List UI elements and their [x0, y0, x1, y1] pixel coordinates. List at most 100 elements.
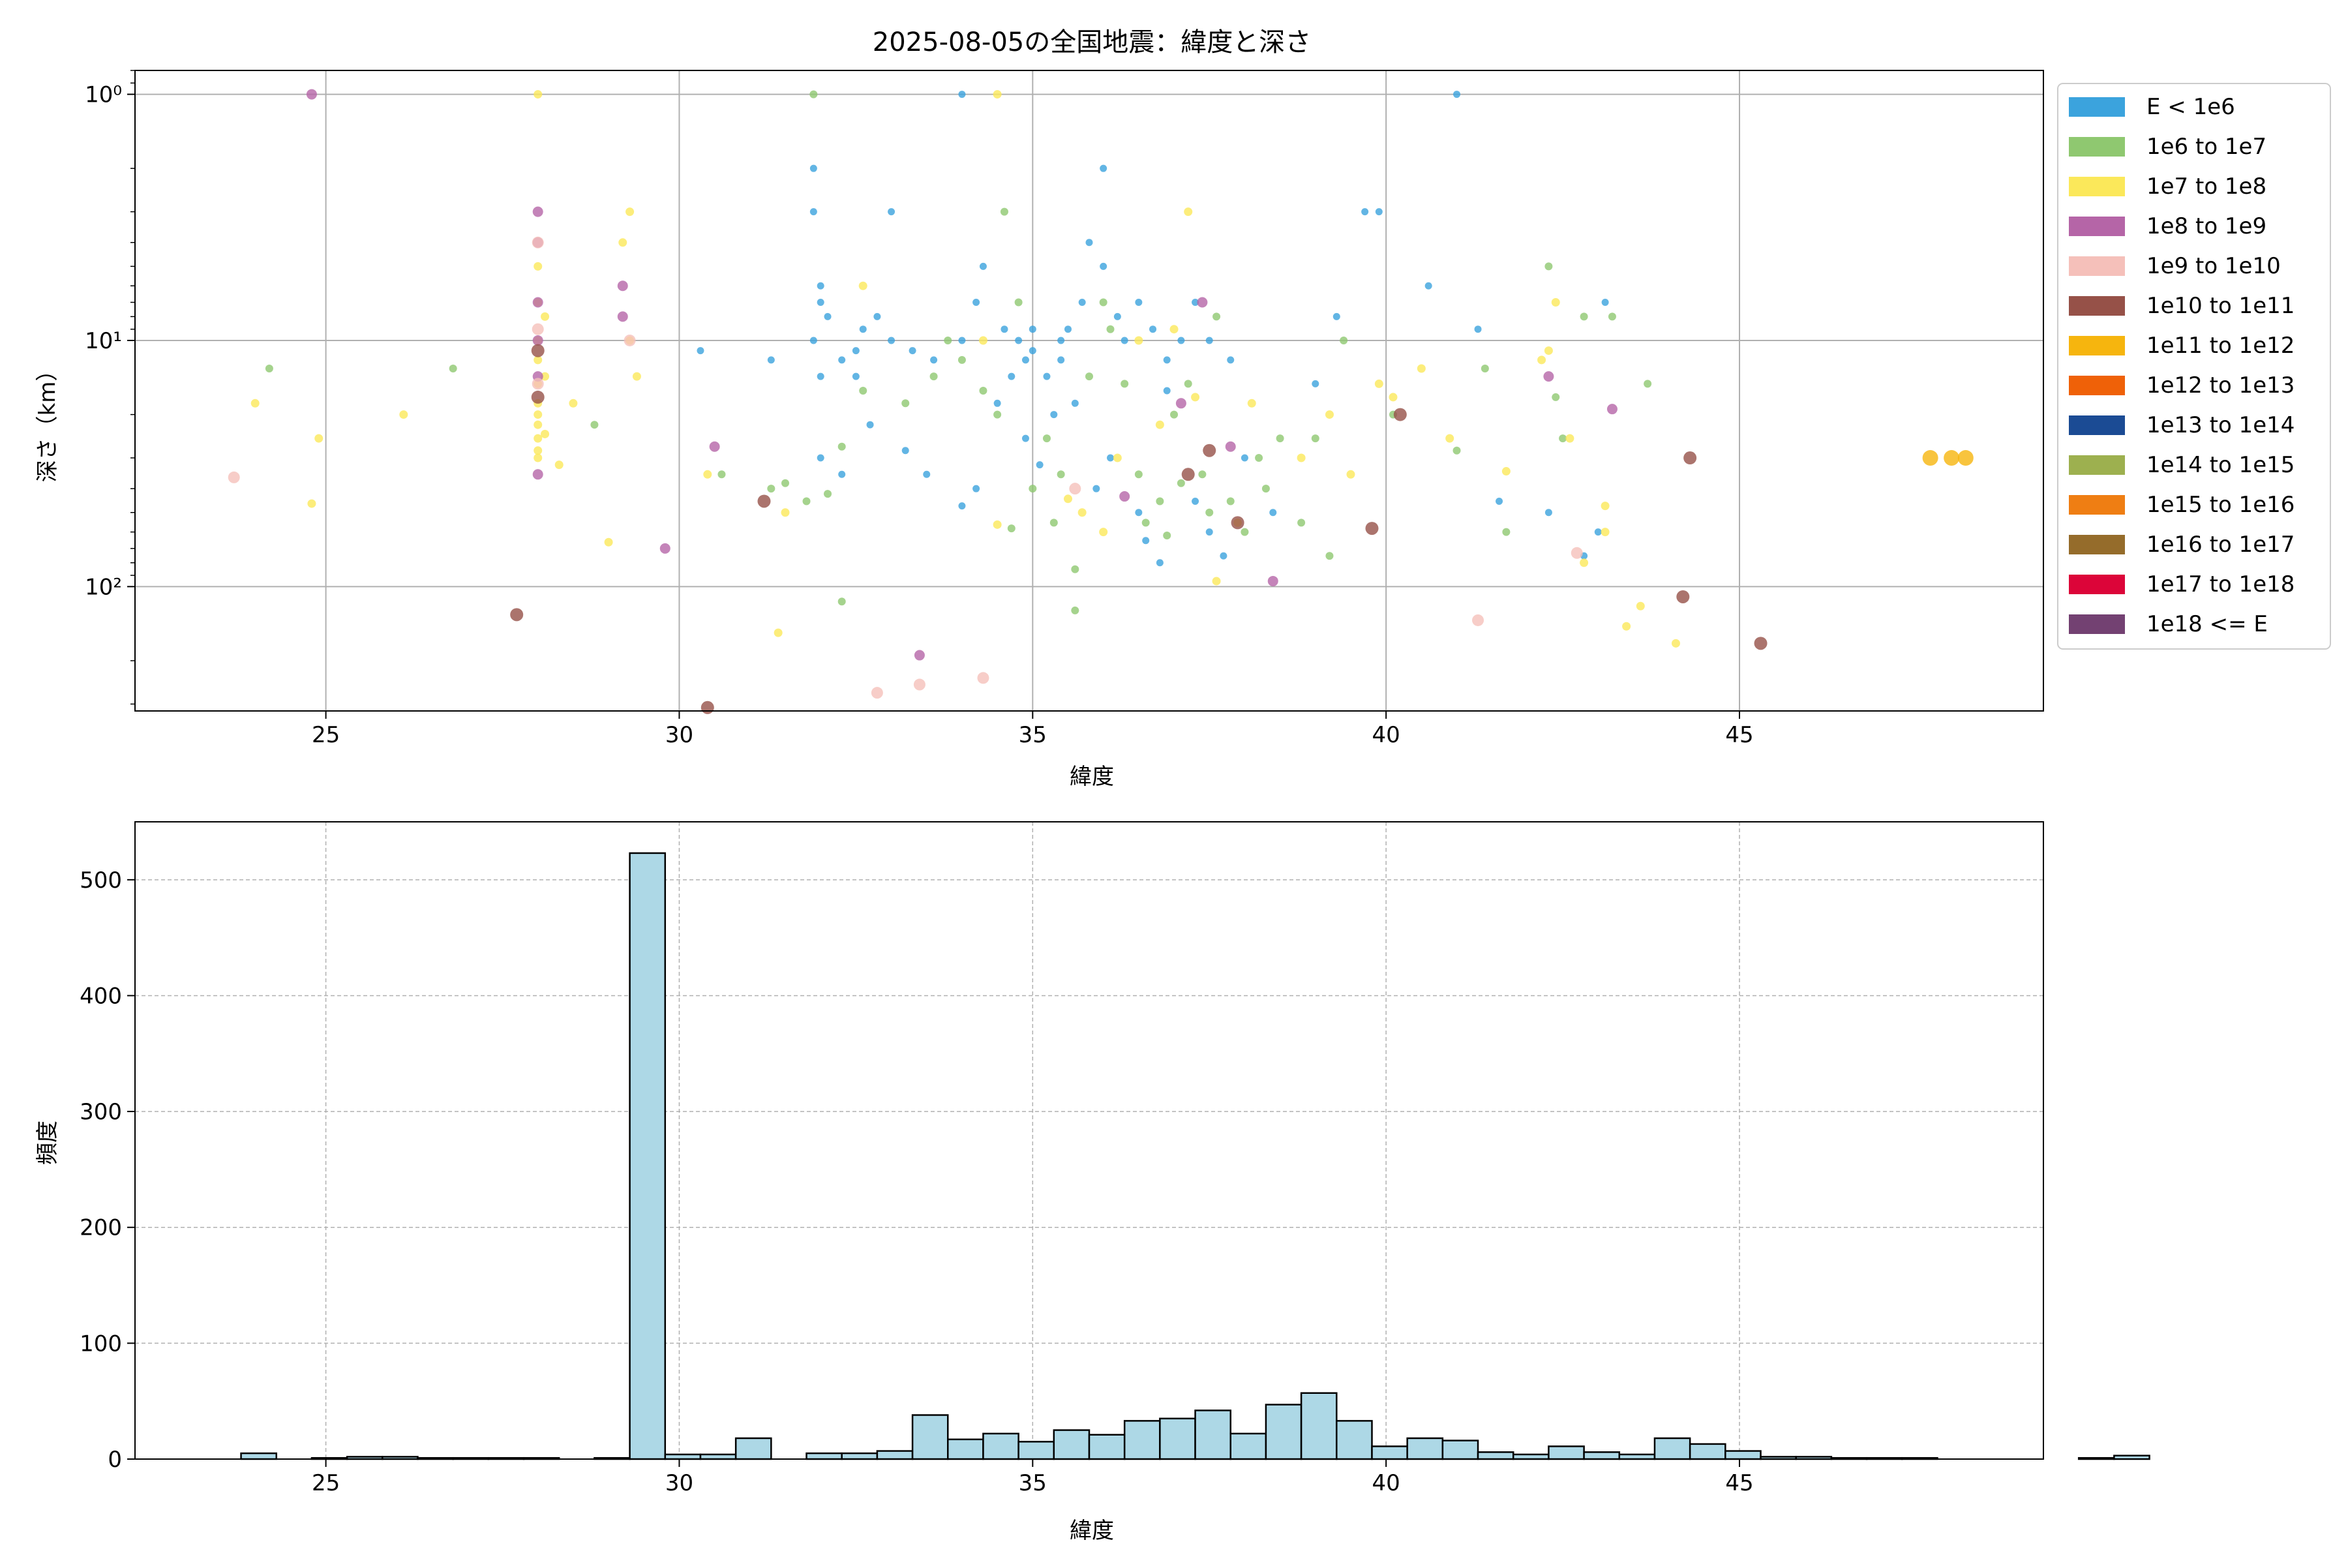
scatter-plot-area — [135, 70, 2043, 711]
scatter-point — [1225, 441, 1236, 452]
scatter-point — [1014, 298, 1023, 307]
hist-xtick-label: 30 — [665, 1470, 693, 1496]
scatter-point — [534, 262, 543, 271]
hist-bar — [876, 1450, 914, 1460]
scatter-point — [1119, 491, 1130, 502]
scatter-point — [901, 399, 910, 408]
scatter-point — [399, 410, 408, 419]
scatter-point — [534, 420, 543, 429]
scatter-point — [1417, 364, 1426, 373]
scatter-point — [1043, 372, 1051, 380]
scatter-point — [817, 282, 824, 290]
hist-bar — [734, 1437, 772, 1460]
scatter-point — [913, 678, 926, 691]
scatter-point — [958, 91, 966, 98]
scatter-point — [709, 441, 720, 452]
scatter-point — [1220, 552, 1227, 560]
scatter-point — [532, 297, 543, 308]
scatter-point — [1192, 299, 1199, 307]
hist-xtick-label: 40 — [1372, 1470, 1400, 1496]
scatter-point — [1029, 485, 1037, 493]
legend-label: 1e17 to 1e18 — [2146, 571, 2295, 597]
scatter-point — [1227, 356, 1235, 364]
scatter-xtick-label: 35 — [1019, 722, 1047, 748]
scatter-point — [972, 299, 980, 307]
scatter-point — [1226, 497, 1235, 505]
scatter-point — [697, 347, 704, 355]
scatter-point — [532, 206, 543, 217]
scatter-point — [1424, 282, 1432, 290]
scatter-point — [979, 387, 987, 395]
legend-label: 1e12 to 1e13 — [2146, 372, 2295, 399]
hist-bar — [240, 1452, 277, 1460]
hist-bar — [1548, 1445, 1585, 1460]
scatter-point — [617, 311, 628, 322]
scatter-point — [852, 372, 860, 380]
scatter-point — [809, 164, 817, 172]
scatter-point — [1121, 380, 1129, 388]
scatter-point — [1754, 637, 1768, 650]
scatter-point — [1580, 558, 1589, 567]
scatter-point — [914, 650, 925, 661]
scatter-point — [1057, 470, 1065, 479]
hist-bar — [699, 1453, 737, 1460]
scatter-point — [604, 537, 613, 547]
scatter-point — [1608, 312, 1616, 321]
scatter-point — [824, 490, 832, 498]
scatter-point — [871, 687, 883, 699]
scatter-point — [534, 446, 543, 455]
legend-label: 1e13 to 1e14 — [2146, 412, 2295, 438]
scatter-point — [624, 334, 636, 346]
scatter-point — [250, 399, 260, 408]
scatter-point — [534, 355, 543, 365]
hist-bar — [982, 1432, 1019, 1460]
scatter-point — [306, 89, 317, 100]
hist-bar — [1088, 1434, 1126, 1460]
scatter-point — [625, 207, 635, 217]
scatter-point — [1078, 299, 1086, 307]
scatter-point — [977, 672, 989, 684]
scatter-point — [1181, 468, 1195, 481]
scatter-point — [837, 442, 846, 451]
scatter-point — [590, 421, 599, 429]
hist-bar — [1583, 1451, 1621, 1460]
legend-swatch — [2069, 336, 2125, 355]
hist-ylabel: 頻度 — [35, 1121, 61, 1165]
scatter-point — [510, 608, 524, 622]
scatter-point — [1029, 347, 1036, 355]
scatter-point — [1205, 528, 1213, 536]
scatter-point — [1297, 453, 1306, 462]
hist-bar — [1336, 1420, 1373, 1460]
scatter-point — [979, 262, 987, 270]
scatter-point — [993, 410, 1002, 419]
legend-swatch — [2069, 137, 2125, 157]
hist-bar — [911, 1414, 949, 1460]
scatter-point — [314, 434, 324, 443]
scatter-ytick-label: 10¹ — [85, 328, 122, 354]
scatter-point — [659, 543, 670, 554]
hist-bar — [1724, 1450, 1762, 1460]
scatter-point — [944, 336, 952, 344]
scatter-point — [1050, 411, 1058, 419]
scatter-xtick-label: 45 — [1725, 722, 1753, 748]
scatter-point — [554, 460, 564, 470]
scatter-point — [1445, 434, 1454, 443]
hist-ytick-label: 100 — [80, 1331, 122, 1357]
scatter-point — [858, 281, 867, 290]
legend-box — [2057, 83, 2331, 650]
scatter-point — [1099, 298, 1107, 307]
legend-swatch — [2069, 575, 2125, 594]
hist-xtick-label: 35 — [1019, 1470, 1047, 1496]
hist-ytick-label: 400 — [80, 983, 122, 1009]
hist-bar — [1689, 1443, 1726, 1460]
scatter-point — [1134, 336, 1143, 345]
legend-swatch — [2069, 217, 2125, 236]
scatter-point — [1552, 393, 1560, 401]
scatter-point — [972, 485, 980, 492]
scatter-point — [1622, 622, 1631, 631]
legend-swatch — [2069, 376, 2125, 395]
scatter-point — [1580, 312, 1588, 321]
scatter-point — [531, 390, 545, 404]
scatter-point — [1393, 408, 1407, 421]
